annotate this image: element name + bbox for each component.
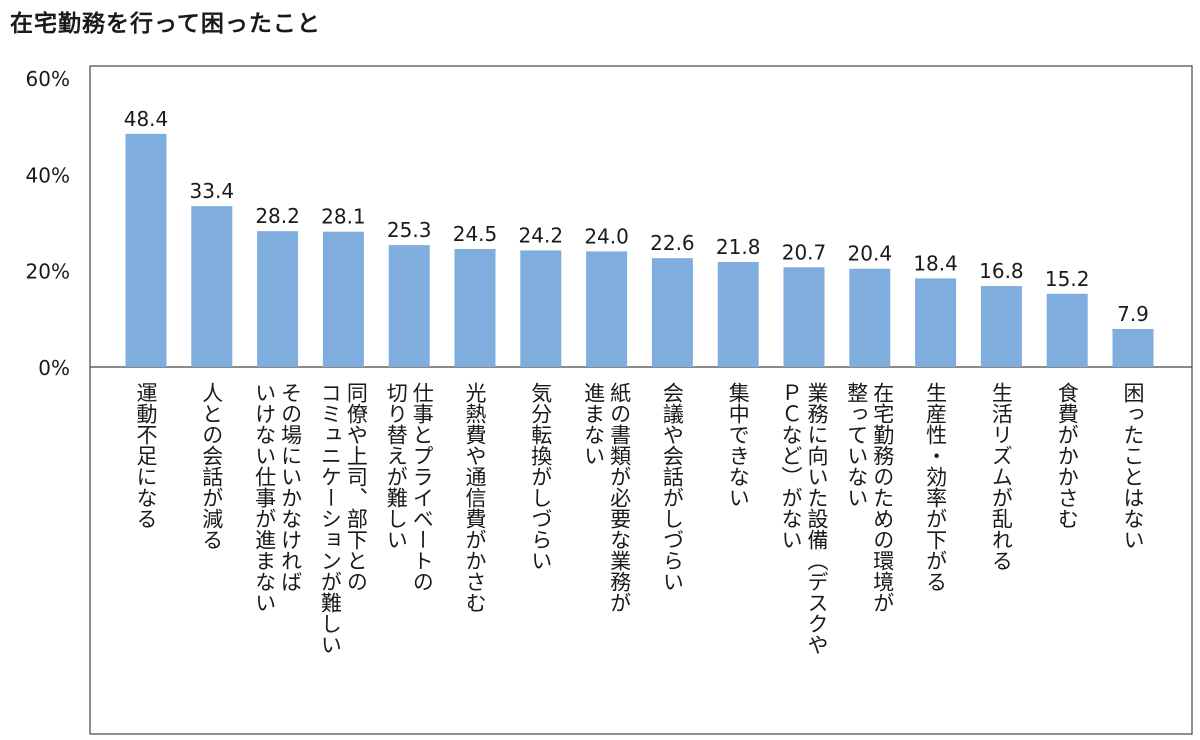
data-label: 28.1 xyxy=(321,205,366,229)
data-label: 24.5 xyxy=(453,222,498,246)
y-tick-label: 40% xyxy=(26,163,70,187)
category-label-line: 紙の書類が必要な業務が xyxy=(608,382,632,613)
category-label-line: 食費がかかさむ xyxy=(1055,382,1079,529)
y-axis-ticks: 0% 20% 40% 60% xyxy=(26,67,70,380)
y-tick-label: 60% xyxy=(26,67,70,91)
y-tick-label: 0% xyxy=(38,356,70,380)
bar xyxy=(520,250,562,367)
data-label: 21.8 xyxy=(716,235,761,259)
category-label-line: 気分転換がしづらい xyxy=(529,382,553,571)
data-label: 16.8 xyxy=(979,259,1024,283)
category-label-line: ＰＣなど）がない xyxy=(779,382,803,550)
category-label-line: 業務に向いた設備（デスクや xyxy=(805,382,829,655)
category-label: 運動不足になる xyxy=(134,382,158,529)
plot-area-frame xyxy=(89,65,1193,735)
bar xyxy=(191,206,233,367)
data-label: 20.7 xyxy=(782,240,827,264)
category-label: 気分転換がしづらい xyxy=(529,382,553,571)
bar xyxy=(257,231,299,367)
bar xyxy=(388,245,430,367)
category-label-line: 切り替えが難しい xyxy=(384,382,408,550)
category-label-line: コミュニケーションが難しい xyxy=(318,382,342,655)
data-label: 7.9 xyxy=(1117,302,1149,326)
data-label: 20.4 xyxy=(848,242,893,266)
data-label: 28.2 xyxy=(255,204,300,228)
category-label-line: その場にいかなければ xyxy=(279,382,303,592)
category-label-line: 運動不足になる xyxy=(134,382,158,529)
category-label-line: 仕事とプライベートの xyxy=(410,382,434,592)
data-label: 33.4 xyxy=(190,179,235,203)
data-label: 18.4 xyxy=(913,251,958,275)
category-label-line: 困ったことはない xyxy=(1121,382,1145,550)
data-label: 15.2 xyxy=(1045,267,1090,291)
category-label-line: 生活リズムが乱れる xyxy=(989,382,1013,571)
category-label-line: 人との会話が減る xyxy=(200,382,224,550)
category-label: 光熱費や通信費がかさむ xyxy=(463,382,487,613)
bar xyxy=(717,261,759,367)
category-label: 生活リズムが乱れる xyxy=(989,382,1013,571)
category-label-line: 整っていない xyxy=(845,382,869,508)
category-label-line: いけない仕事が進まない xyxy=(253,382,277,613)
bar xyxy=(586,251,628,367)
category-label: 会議や会話がしづらい xyxy=(660,382,684,592)
data-label: 48.4 xyxy=(124,107,169,131)
category-label-line: 光熱費や通信費がかさむ xyxy=(463,382,487,613)
category-label-line: 生産性・効率が下がる xyxy=(924,382,948,592)
bars xyxy=(125,133,1154,367)
category-label-line: 会議や会話がしづらい xyxy=(660,382,684,592)
bar xyxy=(783,267,825,367)
data-label: 24.0 xyxy=(584,224,629,248)
data-label: 25.3 xyxy=(387,218,432,242)
category-label-line: 進まない xyxy=(582,382,606,466)
category-label-line: 同僚や上司、部下との xyxy=(344,382,368,592)
category-label: 集中できない xyxy=(726,382,750,508)
category-label: 食費がかかさむ xyxy=(1055,382,1079,529)
category-label: 生産性・効率が下がる xyxy=(924,382,948,592)
bar xyxy=(454,248,496,367)
bar xyxy=(1112,328,1154,367)
bar xyxy=(322,231,364,367)
bar xyxy=(849,268,891,367)
bar xyxy=(1046,293,1088,367)
category-label: 困ったことはない xyxy=(1121,382,1145,550)
category-label: 人との会話が減る xyxy=(200,382,224,550)
data-labels: 48.4 33.4 28.2 28.1 25.3 24.5 24.2 24.0 22.6 21.8… xyxy=(124,107,1149,326)
bar xyxy=(651,258,693,367)
chart-title: 在宅勤務を行って困ったこと xyxy=(10,11,321,37)
category-label-line: 集中できない xyxy=(726,382,750,508)
data-label: 22.6 xyxy=(650,231,695,255)
bar xyxy=(915,278,957,367)
bar xyxy=(125,133,167,367)
y-tick-label: 20% xyxy=(26,260,70,284)
bar xyxy=(980,286,1022,367)
data-label: 24.2 xyxy=(519,223,564,247)
category-label-line: 在宅勤務のための環境が xyxy=(871,382,895,613)
